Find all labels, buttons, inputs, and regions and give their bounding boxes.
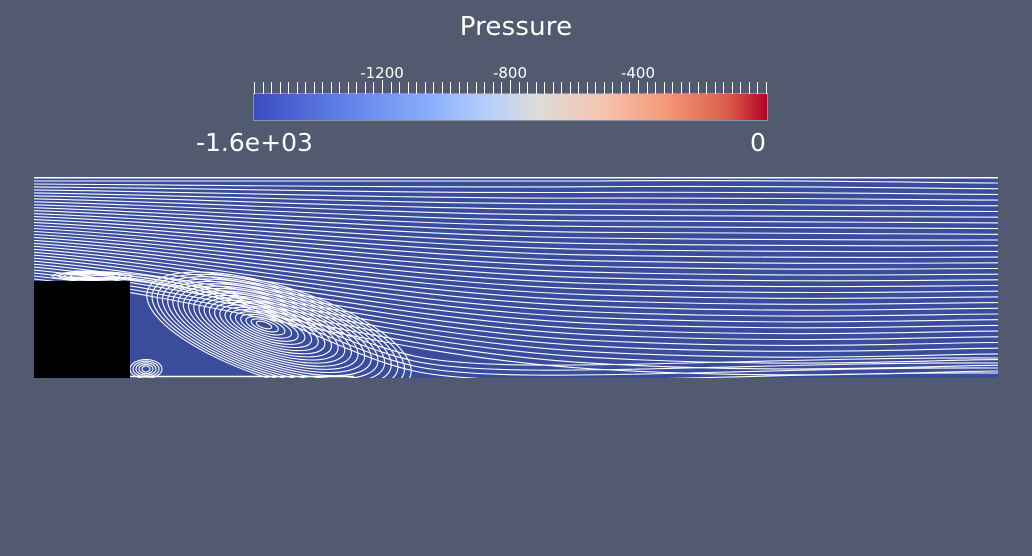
vortex-streamline (193, 292, 352, 367)
streamline (34, 213, 998, 247)
streamline (34, 195, 998, 213)
vortex-streamline (240, 313, 293, 339)
streamline (34, 216, 998, 253)
separation-streamline (51, 271, 133, 281)
color-bar-tick-label: -800 (492, 64, 528, 82)
color-bar-ticks (254, 80, 767, 94)
vortex-streamline (187, 290, 359, 370)
vortex-streamline (172, 283, 379, 378)
streamline (34, 233, 998, 288)
vortex-streamline (255, 320, 273, 330)
vortex-streamline (151, 273, 406, 378)
streamline (34, 269, 998, 358)
streamline (34, 189, 998, 201)
streamline (73, 272, 998, 371)
streamline (34, 242, 998, 305)
corner-vortex-streamline (132, 360, 160, 378)
vortex-streamline (177, 285, 372, 377)
streamline (34, 207, 998, 235)
streamline (73, 276, 998, 378)
vortex-streamline (182, 287, 366, 374)
streamline (34, 198, 998, 218)
streamline (34, 230, 998, 282)
corner-vortex-streamline (141, 365, 151, 373)
streamline (34, 201, 998, 224)
vortex-streamline (229, 308, 306, 345)
color-bar-gradient (253, 93, 768, 121)
streamline (34, 219, 998, 259)
vortex-streamline (219, 304, 319, 352)
vortex-streamline (156, 276, 399, 378)
streamline (34, 222, 998, 264)
separation-streamline (57, 271, 127, 281)
vortex-streamline (234, 311, 299, 342)
separation-streamline (69, 273, 115, 279)
vortex-streamline (203, 297, 339, 361)
streamline (34, 210, 998, 241)
vortex-streamline (245, 315, 286, 336)
streamline (34, 183, 998, 190)
vortex-streamline (214, 301, 326, 355)
vortex-streamline (161, 278, 392, 378)
streamline (34, 245, 998, 311)
color-bar-tick-label: -1200 (360, 64, 404, 82)
streamline (34, 251, 998, 323)
streamline (34, 180, 998, 184)
vortex-streamline (198, 294, 346, 364)
vortex-streamline (224, 306, 313, 349)
streamline (34, 239, 998, 299)
streamline (34, 204, 998, 230)
streamline (34, 278, 998, 376)
streamline (34, 227, 998, 276)
vortex-streamline (208, 299, 333, 358)
color-bar-min-label: -1.6e+03 (196, 128, 313, 157)
corner-vortex-streamline (135, 362, 157, 376)
streamline (34, 192, 998, 207)
color-bar-max-label: 0 (750, 128, 766, 157)
streamline (34, 272, 998, 364)
streamline-plot (34, 177, 998, 378)
streamline (34, 275, 998, 370)
color-bar-tick-label: -400 (620, 64, 656, 82)
render-viewport[interactable] (34, 177, 998, 378)
pressure-legend-title: Pressure (459, 12, 573, 42)
vortex-streamline (250, 318, 279, 333)
streamlines (34, 177, 998, 378)
streamline (34, 236, 998, 294)
streamline (34, 263, 998, 346)
pressure-color-bar (253, 80, 768, 121)
separation-streamline (63, 272, 121, 280)
streamline (34, 257, 998, 335)
streamline (34, 224, 998, 270)
corner-vortex-streamline (138, 363, 154, 375)
streamline (73, 274, 998, 376)
streamline (34, 248, 998, 317)
vortex-streamline (167, 280, 386, 378)
streamline (34, 186, 998, 195)
step-obstacle (34, 281, 130, 378)
